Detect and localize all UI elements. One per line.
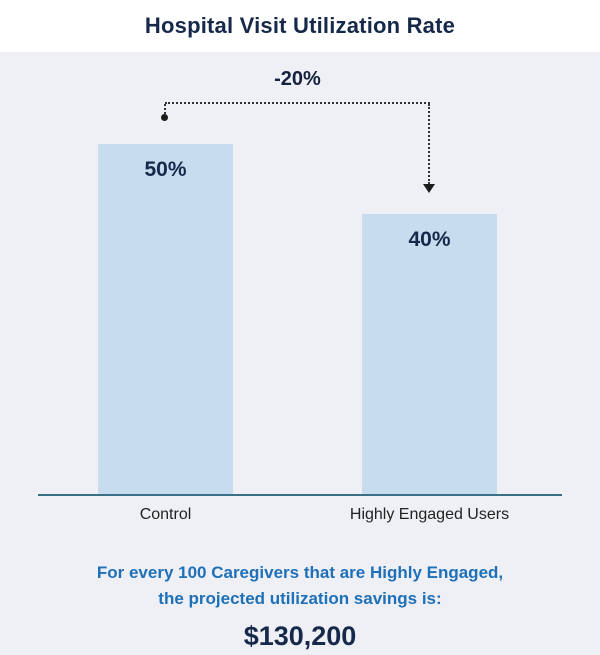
caption-block: For every 100 Caregivers that are Highly…	[0, 552, 600, 652]
annotation-start-stub-line	[164, 104, 166, 114]
bar-value-label: 50%	[144, 158, 187, 181]
x-axis-line	[38, 494, 562, 496]
bar-control: 50%	[98, 144, 233, 494]
chart-header: Hospital Visit Utilization Rate	[0, 0, 600, 52]
annotation-horizontal-dotted-line	[165, 102, 430, 104]
bar-highly-engaged: 40%	[362, 214, 497, 494]
arrow-down-icon	[423, 184, 435, 193]
bar-value-label: 40%	[408, 228, 451, 251]
savings-amount: $130,200	[243, 621, 357, 651]
caption-line-1: For every 100 Caregivers that are Highly…	[96, 563, 504, 582]
annotation-start-dot	[161, 114, 168, 121]
x-label-highly-engaged-users: Highly Engaged Users	[349, 506, 510, 523]
annotation-vertical-dotted-line	[428, 104, 430, 184]
x-label-control: Control	[139, 506, 192, 523]
bar-chart: -20% 50% 40% Control Highly Engaged User…	[0, 52, 600, 552]
page-title: Hospital Visit Utilization Rate	[144, 13, 456, 38]
delta-annotation-label: -20%	[274, 68, 321, 90]
caption-line-2: the projected utilization savings is:	[158, 588, 442, 608]
